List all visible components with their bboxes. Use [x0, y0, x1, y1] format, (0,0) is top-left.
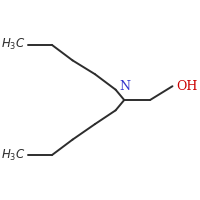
Text: N: N — [120, 80, 131, 93]
Text: $H_3C$: $H_3C$ — [1, 148, 26, 163]
Text: $H_3C$: $H_3C$ — [1, 37, 26, 52]
Text: OH: OH — [176, 80, 197, 93]
